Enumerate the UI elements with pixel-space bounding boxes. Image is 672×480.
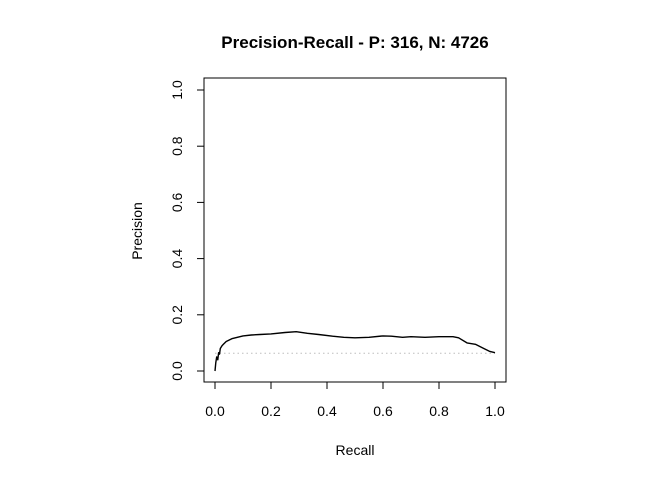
y-tick-label: 1.0: [169, 80, 185, 100]
x-tick-label: 0.4: [317, 403, 337, 419]
y-axis-label: Precision: [129, 202, 145, 260]
x-tick-label: 1.0: [485, 403, 505, 419]
y-tick-label: 0.2: [169, 305, 185, 325]
pr-curve-series: [214, 331, 496, 372]
chart-title: Precision-Recall - P: 316, N: 4726: [221, 33, 488, 52]
x-tick-label: 0.8: [429, 403, 449, 419]
y-tick-label: 0.0: [169, 361, 185, 381]
y-tick-label: 0.8: [169, 136, 185, 156]
plot-frame: [203, 77, 507, 383]
x-axis-label: Recall: [336, 442, 375, 458]
y-tick-label: 0.4: [169, 249, 185, 269]
x-tick-label: 0.0: [205, 403, 225, 419]
y-tick-label: 0.6: [169, 192, 185, 212]
x-axis: 0.0 0.2 0.4 0.6 0.8 1.0: [205, 381, 505, 419]
x-tick-label: 0.2: [261, 403, 281, 419]
y-axis: 0.0 0.2 0.4 0.6 0.8 1.0: [169, 80, 205, 381]
x-tick-label: 0.6: [373, 403, 393, 419]
